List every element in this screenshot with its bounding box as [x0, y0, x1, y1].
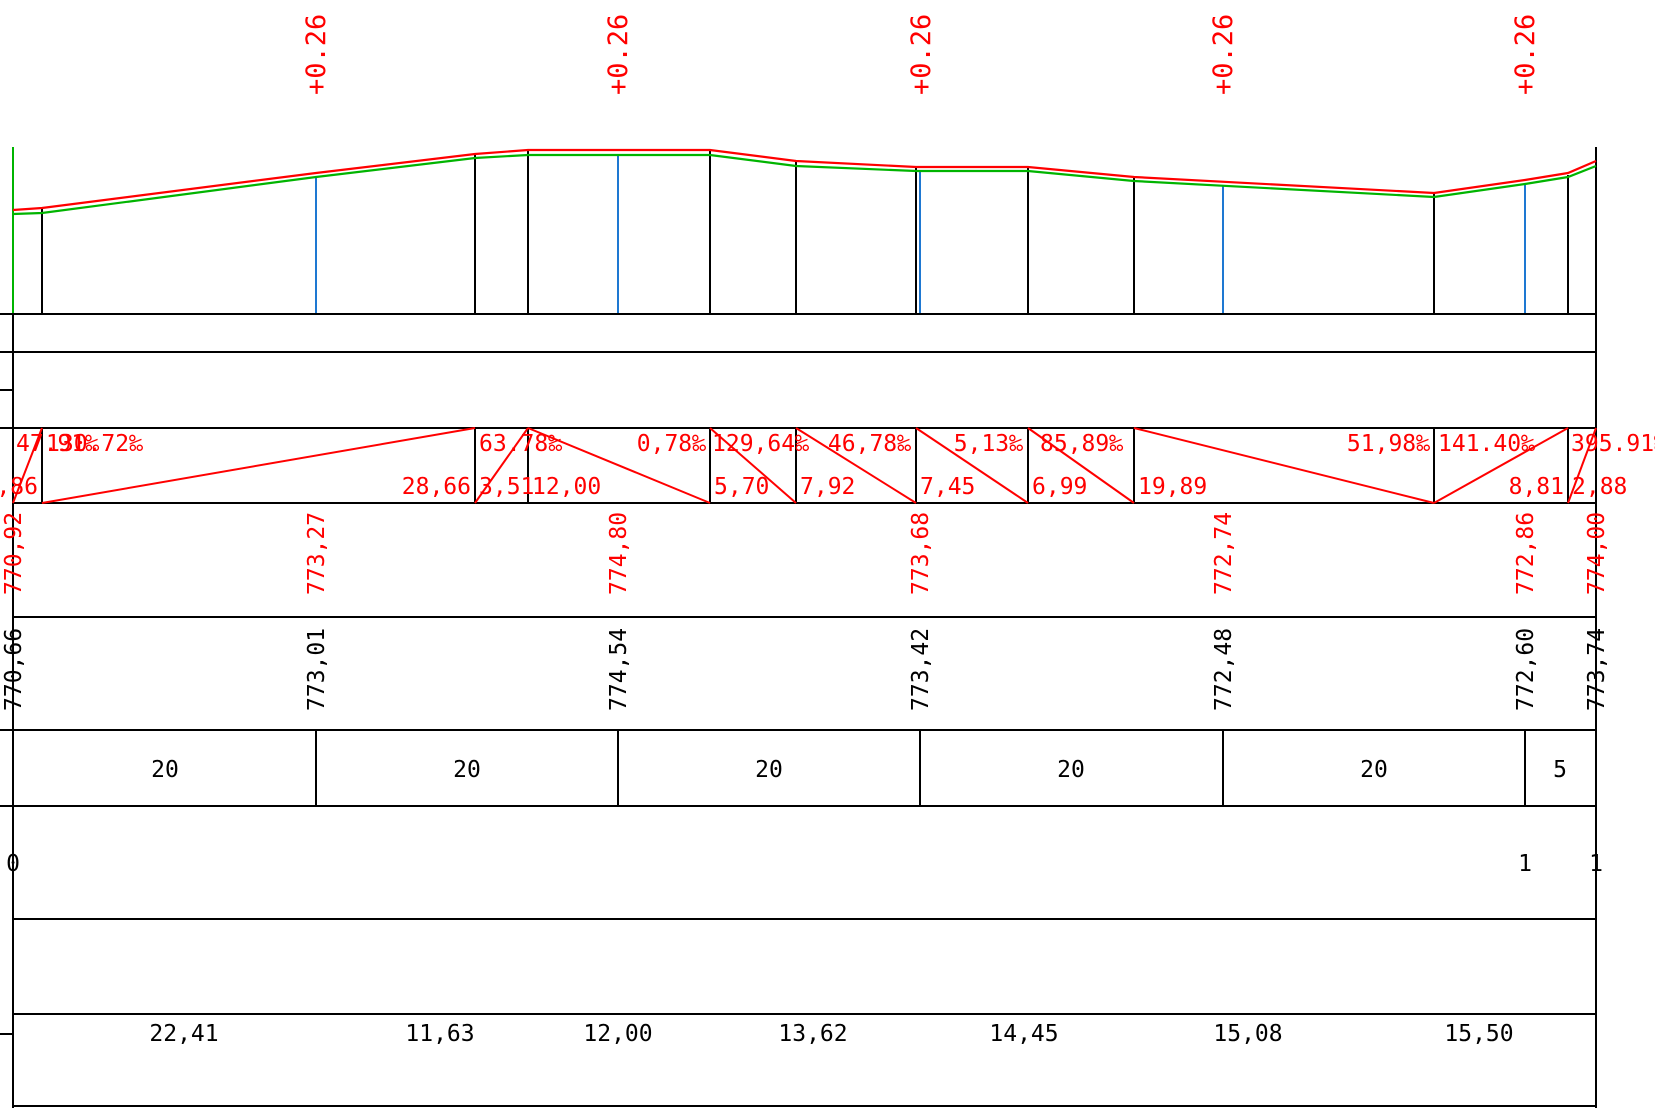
- slope-percent: 85,89‰: [1040, 431, 1123, 457]
- distance-value: 20: [151, 757, 179, 783]
- numbering-row: 0 1 1: [6, 851, 1603, 877]
- slope-row: 47.91‰ 130.72‰ 63.78‰ 0,78‰ 129,64‰ 46,7…: [0, 427, 1655, 504]
- design-line: [12, 148, 1597, 212]
- slope-percent: 63.78‰: [479, 431, 562, 457]
- distance-value: 5: [1553, 757, 1567, 783]
- ground-elevation: 772,48: [1211, 628, 1237, 711]
- slope-diagonal: [1433, 427, 1569, 504]
- slope-length: 1,86: [0, 474, 38, 500]
- slope-diagonal: [474, 427, 529, 504]
- slope-diagonal: [1567, 427, 1597, 504]
- bottom-value: 22,41: [149, 1021, 218, 1047]
- design-elevation: 770,92: [1, 512, 27, 595]
- ground-elevation: 774,54: [606, 628, 632, 711]
- bottom-value: 13,62: [778, 1021, 847, 1047]
- top-station-labels: +0.26 +0.26 +0.26 +0.26 +0.26: [301, 14, 1541, 95]
- row-number: 1: [1589, 851, 1603, 877]
- design-elevation: 774,00: [1584, 512, 1610, 595]
- slope-diagonal: [709, 427, 797, 504]
- slope-diagonal: [795, 427, 917, 504]
- slope-diagonal: [527, 427, 711, 504]
- slope-percent-labels: 47.91‰ 130.72‰ 63.78‰ 0,78‰ 129,64‰ 46,7…: [16, 431, 1655, 457]
- station-markers: [315, 155, 1526, 314]
- slope-diagonal: [1133, 427, 1435, 504]
- slope-length: 5,70: [714, 474, 769, 500]
- ground-line: [12, 153, 1597, 216]
- distance-value: 20: [755, 757, 783, 783]
- distance-row: 20 20 20 20 20 5: [151, 730, 1567, 806]
- slope-diagonal: [1027, 427, 1135, 504]
- ground-elevation: 770,66: [1, 628, 27, 711]
- slope-length: 8,81: [1509, 474, 1564, 500]
- profile-break-lines: [41, 147, 1597, 1108]
- slope-length: 3,51: [479, 474, 534, 500]
- slope-percent: 46,78‰: [828, 431, 911, 457]
- ground-elevation: 773,01: [304, 628, 330, 711]
- slope-length: 7,45: [920, 474, 975, 500]
- distance-dividers: [315, 730, 1526, 806]
- ground-elevation-row: 770,66 773,01 774,54 773,42 772,48 772,6…: [1, 628, 1610, 711]
- top-label: +0.26: [603, 14, 634, 95]
- ground-elevation: 773,42: [908, 628, 934, 711]
- slope-length: 7,92: [800, 474, 855, 500]
- slope-length: 12,00: [532, 474, 601, 500]
- slope-diagonal: [12, 427, 43, 504]
- slope-length: 6,99: [1032, 474, 1087, 500]
- slope-percent: 5,13‰: [954, 431, 1023, 457]
- design-elevation: 774,80: [606, 512, 632, 595]
- slope-percent: 47.91‰: [16, 431, 99, 457]
- bottom-value: 12,00: [583, 1021, 652, 1047]
- bottom-values-row: 22,41 11,63 12,00 13,62 14,45 15,08 15,5…: [149, 1021, 1513, 1047]
- bottom-value: 15,50: [1444, 1021, 1513, 1047]
- top-label: +0.26: [1510, 14, 1541, 95]
- row-number: 1: [1518, 851, 1532, 877]
- slope-diagonal: [41, 427, 476, 504]
- slope-diagonals: [12, 427, 1597, 504]
- distance-value: 20: [1057, 757, 1085, 783]
- row-number: 0: [6, 851, 20, 877]
- slope-diagonal: [915, 427, 1029, 504]
- profile-section: [12, 147, 1597, 1108]
- slope-percent: 129,64‰: [712, 431, 809, 457]
- slope-dividers: [41, 428, 1569, 503]
- bottom-value: 14,45: [989, 1021, 1058, 1047]
- design-elevation: 772,74: [1211, 512, 1237, 595]
- design-elevation: 773,27: [304, 512, 330, 595]
- slope-length: 28,66: [402, 474, 471, 500]
- top-label: +0.26: [1208, 14, 1239, 95]
- design-elevation: 772,86: [1513, 512, 1539, 595]
- slope-length-labels: 1,86 28,66 3,51 12,00 5,70 7,92 7,45 6,9…: [0, 474, 1627, 500]
- distance-value: 20: [1360, 757, 1388, 783]
- slope-length: 2,88: [1572, 474, 1627, 500]
- ground-elevation: 773,74: [1584, 628, 1610, 711]
- bottom-value: 11,63: [405, 1021, 474, 1047]
- top-label: +0.26: [301, 14, 332, 95]
- top-label: +0.26: [906, 14, 937, 95]
- distance-labels: 20 20 20 20 20 5: [151, 757, 1567, 783]
- design-elevation-row: 770,92 773,27 774,80 773,68 772,74 772,8…: [1, 512, 1610, 595]
- distance-value: 20: [453, 757, 481, 783]
- design-elevation: 773,68: [908, 512, 934, 595]
- slope-percent: 141.40‰: [1438, 431, 1535, 457]
- bottom-value: 15,08: [1213, 1021, 1282, 1047]
- slope-percent: 130.72‰: [46, 431, 143, 457]
- ground-elevation: 772,60: [1513, 628, 1539, 711]
- slope-length: 19,89: [1138, 474, 1207, 500]
- table-grid: [0, 313, 1596, 1108]
- slope-percent: 395.91‰: [1571, 431, 1655, 457]
- slope-percent: 51,98‰: [1347, 431, 1430, 457]
- slope-percent: 0,78‰: [637, 431, 706, 457]
